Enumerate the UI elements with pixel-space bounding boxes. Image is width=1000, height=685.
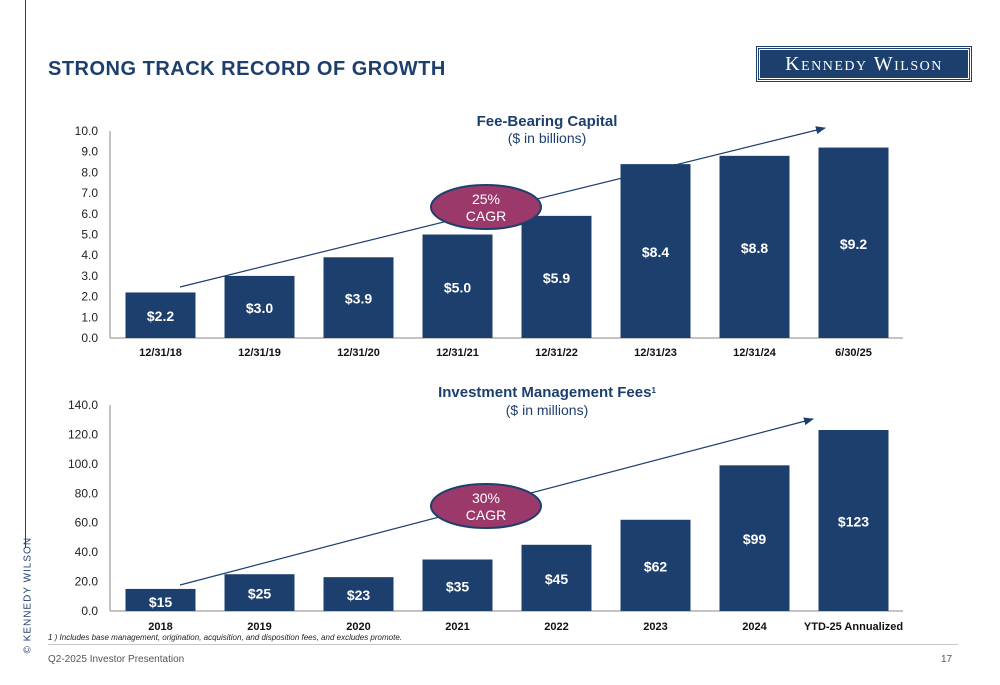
- chart1-bar: [125, 292, 196, 338]
- chart1-bar: [818, 147, 889, 338]
- chart1-bar: [620, 164, 691, 338]
- chart2-cagr-label: CAGR: [466, 507, 506, 523]
- chart2-title-footnote-marker: 1: [651, 386, 656, 395]
- chart1-y-tick-label: 8.0: [81, 165, 98, 179]
- chart1-y-tick-label: 3.0: [81, 269, 98, 283]
- chart2-y-tick-label: 100.0: [68, 457, 98, 471]
- chart1-cagr-value: 25%: [472, 191, 500, 207]
- chart2-bar: [224, 574, 295, 611]
- chart2-bar: [521, 544, 592, 611]
- footnote: 1 ) Includes base management, originatio…: [48, 633, 402, 642]
- chart2-x-tick-label: 2018: [148, 621, 172, 633]
- chart1-title: Fee-Bearing Capital: [477, 113, 618, 130]
- chart2-y-tick-label: 0.0: [81, 604, 98, 618]
- company-logo: Kennedy Wilson: [756, 46, 972, 82]
- chart1-x-tick-label: 12/31/21: [436, 347, 479, 359]
- chart2-x-tick-label: 2023: [643, 621, 667, 633]
- chart1-subtitle: ($ in billions): [508, 130, 587, 146]
- chart1-x-tick-label: 6/30/25: [835, 347, 872, 359]
- chart1-y-tick-label: 1.0: [81, 310, 98, 324]
- chart1-data-label: $5.0: [444, 279, 471, 295]
- chart1-data-label: $3.9: [345, 291, 372, 307]
- chart2-cagr-value: 30%: [472, 490, 500, 506]
- chart1-y-tick-label: 10.0: [75, 124, 99, 138]
- chart1-x-tick-label: 12/31/18: [139, 347, 182, 359]
- chart2-y-tick-label: 120.0: [68, 427, 98, 441]
- chart1-cagr-label: CAGR: [466, 208, 506, 224]
- chart1-data-label: $5.9: [543, 270, 570, 286]
- chart2-cagr-badge: [430, 483, 542, 529]
- chart1-y-tick-label: 6.0: [81, 207, 98, 221]
- chart2-data-label: $99: [743, 531, 767, 547]
- page-title: STRONG TRACK RECORD OF GROWTH: [48, 58, 446, 80]
- chart2-bar: [818, 430, 889, 611]
- chart1-bar: [521, 215, 592, 338]
- chart2-data-label: $35: [446, 578, 470, 594]
- chart2-x-tick-label: YTD-25 Annualized: [804, 621, 903, 633]
- chart1-bar: [323, 257, 394, 338]
- chart2-bar: [422, 559, 493, 611]
- chart1-x-tick-label: 12/31/19: [238, 347, 281, 359]
- chart2-data-label: $45: [545, 571, 569, 587]
- chart2-bar: [719, 465, 790, 611]
- chart2-data-label: $15: [149, 594, 173, 610]
- chart2-y-tick-label: 40.0: [75, 545, 99, 559]
- chart1-data-label: $2.2: [147, 308, 174, 324]
- chart1-data-label: $8.8: [741, 240, 768, 256]
- chart2-x-tick-label: 2024: [742, 621, 767, 633]
- chart2-y-tick-label: 140.0: [68, 398, 98, 412]
- footer-rule: [48, 644, 958, 645]
- chart2-subtitle: ($ in millions): [506, 402, 588, 418]
- side-rule: [25, 0, 26, 548]
- chart2-bar: [620, 519, 691, 611]
- chart2-x-tick-label: 2022: [544, 621, 568, 633]
- chart2-x-tick-label: 2020: [346, 621, 370, 633]
- chart1-bar: [719, 155, 790, 338]
- chart2-x-tick-label: 2019: [247, 621, 271, 633]
- page-number: 17: [941, 654, 953, 665]
- chart2-title: Investment Management Fees1: [438, 384, 656, 401]
- chart1-y-tick-label: 2.0: [81, 290, 98, 304]
- logo-text: Kennedy Wilson: [785, 52, 943, 75]
- chart1-x-tick-label: 12/31/22: [535, 347, 578, 359]
- chart1-y-tick-label: 4.0: [81, 248, 98, 262]
- chart2-bar: [323, 577, 394, 611]
- chart1-y-tick-label: 0.0: [81, 331, 98, 345]
- chart1-bar: [422, 234, 493, 338]
- chart2-bar: [125, 588, 196, 611]
- chart1-data-label: $8.4: [642, 244, 669, 260]
- chart1-y-tick-label: 5.0: [81, 228, 98, 242]
- chart2-data-label: $23: [347, 587, 371, 603]
- chart1-x-tick-label: 12/31/23: [634, 347, 677, 359]
- chart1-y-tick-label: 9.0: [81, 145, 98, 159]
- chart2-data-label: $123: [838, 514, 869, 530]
- chart1-bar: [224, 275, 295, 338]
- chart2-y-tick-label: 60.0: [75, 516, 99, 530]
- chart1-x-tick-label: 12/31/20: [337, 347, 380, 359]
- chart2-data-label: $62: [644, 558, 668, 574]
- chart1-y-tick-label: 7.0: [81, 186, 98, 200]
- footer-presentation-label: Q2-2025 Investor Presentation: [48, 654, 185, 665]
- chart1-cagr-badge: [430, 184, 542, 230]
- chart2-data-label: $25: [248, 586, 272, 602]
- chart1-data-label: $3.0: [246, 300, 273, 316]
- chart2-y-tick-label: 80.0: [75, 486, 99, 500]
- chart2-x-tick-label: 2021: [445, 621, 469, 633]
- chart2-y-tick-label: 20.0: [75, 575, 99, 589]
- chart1-x-tick-label: 12/31/24: [733, 347, 777, 359]
- chart1-data-label: $9.2: [840, 236, 867, 252]
